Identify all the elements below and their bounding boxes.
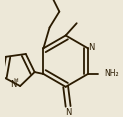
Text: N: N [10, 80, 17, 89]
Text: N: N [88, 43, 95, 52]
Text: H: H [14, 78, 19, 83]
Text: NH₂: NH₂ [104, 69, 118, 79]
Text: N: N [65, 108, 71, 117]
